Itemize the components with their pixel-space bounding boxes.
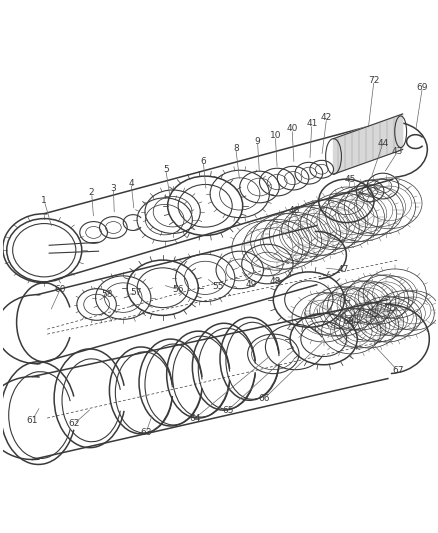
Text: 57: 57 <box>130 288 141 297</box>
Text: 1: 1 <box>41 196 47 205</box>
Text: 56: 56 <box>173 285 184 294</box>
Text: 72: 72 <box>367 76 379 85</box>
Text: 65: 65 <box>222 406 233 415</box>
Text: 55: 55 <box>212 282 223 291</box>
Text: 9: 9 <box>254 137 260 146</box>
Text: 6: 6 <box>200 157 205 166</box>
Text: 44: 44 <box>376 139 388 148</box>
Text: 10: 10 <box>269 131 280 140</box>
Text: 69: 69 <box>416 83 427 92</box>
Text: 49: 49 <box>245 280 257 289</box>
Text: 67: 67 <box>391 366 403 375</box>
Text: 63: 63 <box>140 429 152 438</box>
Text: 2: 2 <box>88 189 94 197</box>
Text: 61: 61 <box>27 416 38 424</box>
Text: 40: 40 <box>286 124 297 133</box>
Polygon shape <box>333 114 402 174</box>
Text: 3: 3 <box>110 183 116 192</box>
Text: 64: 64 <box>189 414 201 423</box>
Text: 48: 48 <box>269 277 280 286</box>
Text: 60: 60 <box>54 285 66 294</box>
Text: 42: 42 <box>320 114 332 123</box>
Text: 4: 4 <box>128 179 134 188</box>
Text: 8: 8 <box>233 144 238 153</box>
Text: 46: 46 <box>288 206 299 215</box>
Text: 62: 62 <box>68 419 79 429</box>
Text: 5: 5 <box>162 165 168 174</box>
Text: 66: 66 <box>258 394 269 403</box>
Text: 43: 43 <box>391 147 403 156</box>
Text: 58: 58 <box>102 290 113 299</box>
Text: 41: 41 <box>305 119 317 128</box>
Text: 68: 68 <box>342 317 353 326</box>
Text: 47: 47 <box>337 265 348 274</box>
Text: 45: 45 <box>344 175 355 184</box>
